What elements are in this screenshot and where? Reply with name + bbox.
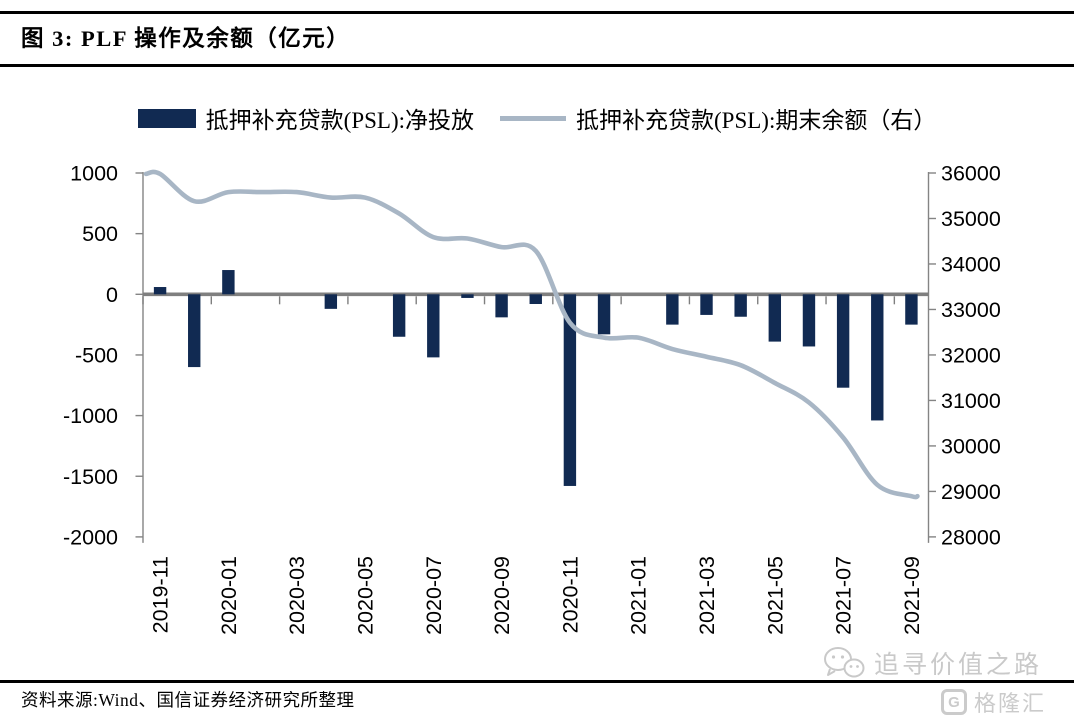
bar-swatch-icon [137,108,196,128]
x-axis-label: 2020-09 [490,556,514,635]
left-axis-label: 1000 [70,162,118,186]
net-injection-bar [666,294,679,325]
x-axis-label: 2020-05 [353,556,377,635]
net-injection-bar [495,294,508,318]
chart-legend: 抵押补充贷款(PSL):净投放 抵押补充贷款(PSL):期末余额（右） [0,101,1074,135]
x-axis-label: 2021-03 [695,556,719,635]
ending-balance-line [143,169,920,500]
title-divider [0,64,1074,67]
right-axis-label: 30000 [941,434,1001,458]
right-axis-label: 31000 [941,389,1001,413]
net-injection-bar [529,294,542,305]
net-injection-bar [700,294,713,315]
x-axis-label: 2019-11 [149,556,173,633]
net-injection-bar [802,294,816,347]
net-injection-bar [392,294,406,337]
net-injection-bar [836,294,850,388]
right-axis-label: 28000 [941,525,1001,549]
net-injection-bar [461,294,474,298]
source-note: 资料来源:Wind、国信证券经济研究所整理 [21,690,355,710]
x-axis-label: 2020-11 [558,556,582,633]
right-axis-label: 35000 [941,207,1001,231]
left-axis-label: 500 [82,222,118,246]
left-axis-label: -500 [75,343,118,367]
net-injection-bar [153,287,167,295]
left-axis-label: -1000 [63,404,118,428]
right-axis-label: 36000 [941,162,1001,186]
line-swatch-icon [500,115,566,121]
footer-divider [0,680,1074,683]
right-axis-label: 34000 [941,252,1001,276]
net-injection-bar [905,294,918,325]
x-axis-label: 2020-07 [422,556,446,635]
legend-item-ending-balance: 抵押补充贷款(PSL):期末余额（右） [500,101,936,135]
net-injection-bar [222,270,235,295]
net-injection-bar [597,294,611,335]
left-axis-label: -2000 [63,525,118,549]
gelonghui-text: 格隆汇 [973,691,1046,715]
net-injection-bar [188,294,201,368]
right-axis-label: 33000 [941,298,1001,322]
legend-label-ending-balance: 抵押补充贷款(PSL):期末余额（右） [576,108,937,133]
x-axis-label: 2021-09 [900,556,924,635]
left-axis-label: 0 [106,283,118,307]
figure-title: 图 3: PLF 操作及余额（亿元） [21,26,351,51]
x-axis-label: 2021-05 [763,556,787,635]
net-injection-bar [427,294,440,358]
left-axis-label: -1500 [63,465,118,489]
net-injection-bar [871,294,884,421]
net-injection-bar [768,294,782,342]
legend-label-net-injection: 抵押补充贷款(PSL):净投放 [205,108,474,133]
wechat-icon [823,647,865,678]
x-axis-label: 2021-07 [832,556,856,635]
gelonghui-icon: G [940,689,967,715]
net-injection-bar [734,294,747,317]
right-axis-label: 29000 [941,480,1001,504]
watermark: 追寻价值之路 [823,645,1042,681]
x-axis-label: 2021-01 [627,556,651,635]
x-axis-label: 2020-03 [285,556,309,635]
right-axis-label: 32000 [941,343,1001,367]
gelonghui-logo: G 格隆汇 [940,686,1046,715]
watermark-text: 追寻价值之路 [873,652,1042,679]
x-axis-label: 2020-01 [217,556,241,635]
net-injection-bar [324,294,338,309]
top-rule [0,11,1074,14]
legend-item-net-injection: 抵押补充贷款(PSL):净投放 [137,101,474,135]
net-injection-bar [563,294,577,486]
